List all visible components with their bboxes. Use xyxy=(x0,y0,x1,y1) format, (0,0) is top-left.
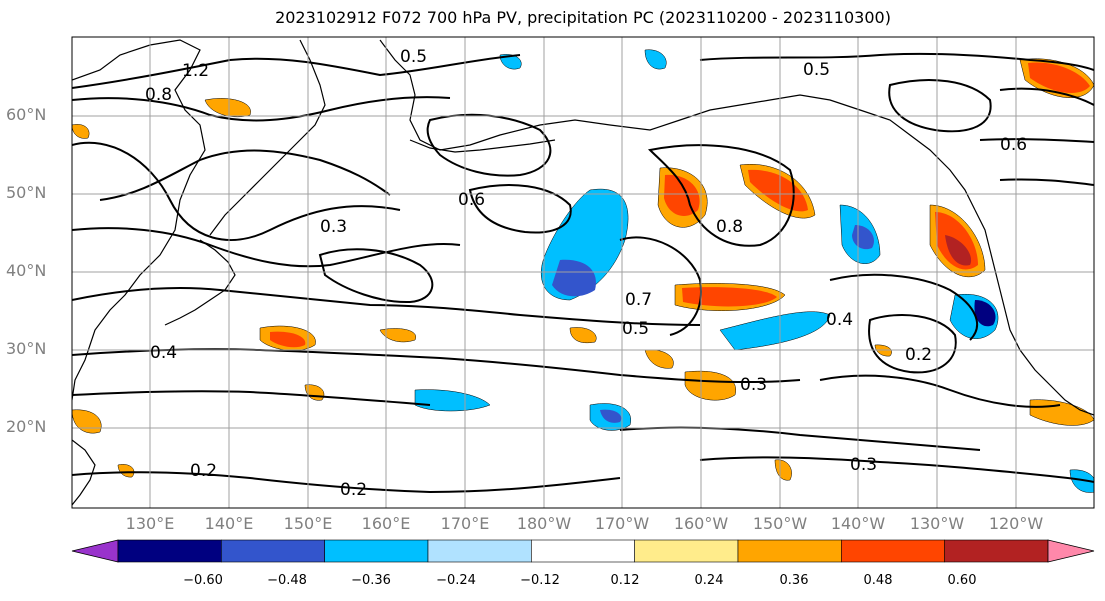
lon-label: 140°W xyxy=(830,514,886,533)
aleutian-chain xyxy=(409,139,556,153)
lon-label: 150°W xyxy=(752,514,808,533)
pv-contour xyxy=(647,144,795,247)
lon-label: 120°W xyxy=(988,514,1044,533)
colorbar-tick-label: 0.36 xyxy=(779,573,809,588)
lon-label: 140°E xyxy=(204,514,254,533)
lat-label: 30°N xyxy=(6,339,47,358)
pv-contour xyxy=(72,348,801,384)
contour-label: 0.3 xyxy=(740,375,767,395)
colorbar-box xyxy=(737,539,842,563)
north-america-coast xyxy=(974,209,1094,416)
contour-label: 0.4 xyxy=(826,310,853,330)
pv-contour xyxy=(829,273,979,341)
pv-contour xyxy=(999,87,1094,106)
pv-contour xyxy=(99,149,391,201)
lon-label: 160°W xyxy=(673,514,729,533)
contour-label: 0.3 xyxy=(320,217,347,237)
colorbar-tick-label: 0.60 xyxy=(947,573,977,588)
colorbar-box xyxy=(634,539,739,563)
pv-contour xyxy=(888,79,992,133)
colorbar-boxes xyxy=(117,539,1049,563)
colorbar-box xyxy=(324,539,429,563)
precip-patch-positive xyxy=(72,58,1094,481)
pv-contour xyxy=(619,236,702,336)
contour-label: 0.6 xyxy=(1000,135,1027,155)
pv-contour xyxy=(72,471,621,494)
colorbar-tick-label: −0.36 xyxy=(351,573,391,588)
contour-label: 0.7 xyxy=(625,290,652,310)
pv-contour xyxy=(999,178,1094,186)
colorbar-box xyxy=(117,539,222,563)
lon-label: 150°E xyxy=(283,514,333,533)
colorbar-tick-label: 0.12 xyxy=(610,573,640,588)
contour-label: 0.5 xyxy=(622,319,649,339)
lon-label: 160°E xyxy=(361,514,411,533)
pv-contour xyxy=(426,113,552,177)
colorbar-tick-label: −0.12 xyxy=(520,573,560,588)
pv-contour xyxy=(468,184,572,234)
contour-label: 0.6 xyxy=(458,190,485,210)
asia-coast xyxy=(72,39,206,401)
contour-label: 0.2 xyxy=(905,345,932,365)
contour-label: 0.4 xyxy=(150,343,177,363)
kamchatka-coast xyxy=(209,39,326,236)
colorbar-tick-label: −0.60 xyxy=(183,573,223,588)
colorbar-tick-label: 0.48 xyxy=(863,573,893,588)
pv-contour xyxy=(819,374,1061,408)
pv-contour xyxy=(72,141,401,241)
colorbar-extend-max xyxy=(1047,539,1095,563)
colorbar-tick-label: −0.24 xyxy=(436,573,476,588)
lat-label: 50°N xyxy=(6,183,47,202)
colorbar xyxy=(71,539,1095,563)
colorbar-extend-min xyxy=(71,539,119,563)
contour-label: 0.2 xyxy=(340,480,367,500)
contour-label: 0.8 xyxy=(145,85,172,105)
precipitation-shading xyxy=(72,49,1094,493)
coastlines xyxy=(72,39,1094,506)
colorbar-box xyxy=(531,539,635,563)
colorbar-box xyxy=(221,539,325,563)
contour-label: 0.2 xyxy=(190,461,217,481)
lat-label: 60°N xyxy=(6,105,47,124)
colorbar-tick-label: 0.24 xyxy=(694,573,724,588)
colorbar-tick-label: −0.48 xyxy=(267,573,307,588)
pv-contour xyxy=(868,314,957,374)
contour-label-group: 1.2 0.8 0.5 0.3 0.4 0.2 0.6 0.7 0.5 0.8 … xyxy=(145,47,1027,500)
pv-contour xyxy=(72,54,521,89)
alaska-coast xyxy=(379,39,976,211)
pv-contour xyxy=(699,456,1094,483)
pv-contour xyxy=(979,138,1094,143)
colorbar-box xyxy=(944,539,1049,563)
contour-label: 0.5 xyxy=(803,60,830,80)
map-title: 2023102912 F072 700 hPa PV, precipitatio… xyxy=(275,8,891,27)
lon-label: 170°E xyxy=(440,514,490,533)
colorbar-box xyxy=(841,539,945,563)
pv-contour xyxy=(72,96,451,122)
lon-label: 180°W xyxy=(516,514,572,533)
pv-contour xyxy=(72,287,701,326)
lon-label: 170°W xyxy=(594,514,650,533)
pv-contour xyxy=(318,248,434,304)
colorbar-box xyxy=(427,539,532,563)
lat-label: 40°N xyxy=(6,261,47,280)
pv-contours xyxy=(72,52,1094,494)
contour-label: 1.2 xyxy=(182,61,209,81)
lat-label: 20°N xyxy=(6,417,47,436)
contour-label: 0.5 xyxy=(400,47,427,67)
contour-label: 0.8 xyxy=(716,217,743,237)
map-frame xyxy=(71,36,1095,509)
contour-label: 0.3 xyxy=(850,455,877,475)
graticule xyxy=(72,37,1094,508)
philippines-coast xyxy=(72,439,96,506)
lon-label: 130°E xyxy=(125,514,175,533)
pv-contour xyxy=(699,52,1094,71)
pv-contour xyxy=(72,390,431,406)
pv-contour xyxy=(72,227,461,268)
lon-label: 130°W xyxy=(909,514,965,533)
